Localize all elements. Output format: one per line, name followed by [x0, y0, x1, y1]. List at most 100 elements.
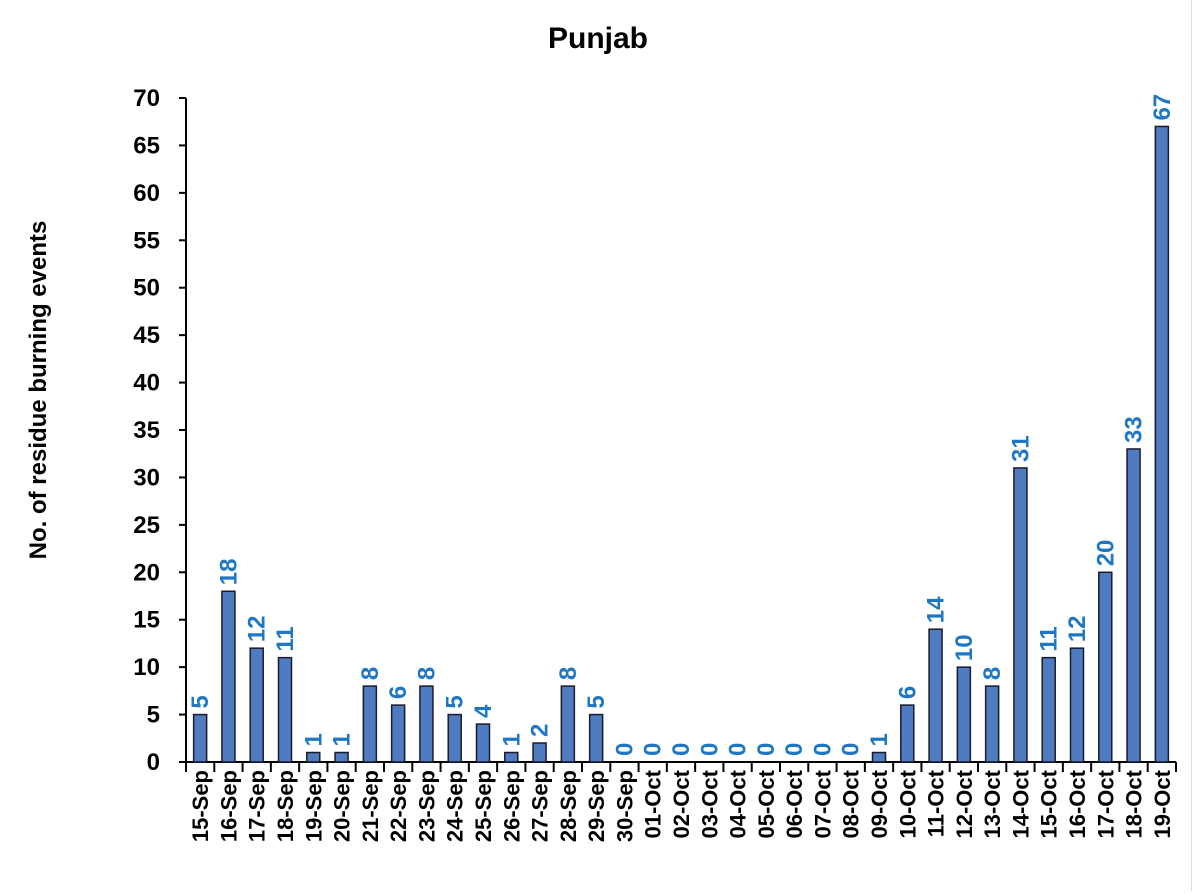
- y-tick-label: 45: [133, 322, 160, 349]
- y-tick-label: 60: [133, 180, 160, 207]
- y-tick-label: 15: [133, 607, 160, 634]
- data-label: 8: [555, 667, 582, 680]
- y-tick-label: 35: [133, 417, 160, 444]
- y-tick-label: 20: [133, 559, 160, 586]
- x-tick-label: 15-Oct: [1037, 769, 1062, 838]
- y-tick-label: 5: [147, 702, 160, 729]
- x-tick-label: 17-Oct: [1093, 769, 1118, 838]
- data-label: 1: [300, 733, 327, 746]
- x-tick-label: 25-Sep: [471, 770, 496, 842]
- bar: [306, 751, 321, 763]
- data-label: 1: [329, 733, 356, 746]
- bar: [221, 590, 236, 763]
- data-label: 14: [923, 596, 950, 623]
- x-tick-label: 12-Oct: [952, 769, 977, 838]
- y-tick-label: 40: [133, 370, 160, 397]
- data-label: 0: [668, 743, 695, 756]
- bar: [277, 656, 293, 763]
- bar: [1098, 571, 1113, 763]
- x-tick-label: 14-Oct: [1008, 769, 1033, 838]
- bar: [504, 751, 519, 763]
- bar: [928, 628, 943, 763]
- x-axis: 15-Sep 16-Sep 17-Sep 18-Sep 19-Sep 20-Sep 21-S…: [185, 761, 1177, 842]
- data-label: 2: [527, 724, 554, 737]
- x-tick-label: 13-Oct: [980, 769, 1005, 838]
- x-tick-label: 10-Oct: [895, 769, 920, 838]
- x-tick-label: 05-Oct: [754, 769, 779, 838]
- data-label: 18: [215, 559, 242, 586]
- bar: [334, 751, 349, 763]
- y-axis-label: No. of residue burning events: [25, 221, 52, 560]
- y-tick-label: 55: [133, 227, 160, 254]
- bar: [1069, 647, 1085, 763]
- bar: [984, 685, 1000, 763]
- bar: [532, 742, 547, 763]
- y-tick-label: 10: [133, 654, 160, 681]
- x-tick-label: 15-Sep: [188, 770, 213, 842]
- y-tick-label: 70: [133, 85, 160, 112]
- data-label: 8: [413, 667, 440, 680]
- x-tick-label: 22-Sep: [386, 770, 411, 842]
- data-label: 1: [866, 733, 893, 746]
- data-label: 0: [611, 743, 638, 756]
- x-tick-label: 17-Sep: [245, 770, 270, 842]
- bar: [362, 685, 378, 763]
- data-label: 0: [838, 743, 865, 756]
- bar: [192, 713, 208, 763]
- y-tick-label: 0: [147, 749, 160, 776]
- data-label: 33: [1121, 416, 1148, 443]
- y-tick-label: 25: [133, 512, 160, 539]
- x-tick-label: 08-Oct: [839, 769, 864, 838]
- frame-border: [1191, 0, 1192, 891]
- data-label: 5: [583, 695, 610, 708]
- data-label: 0: [809, 743, 836, 756]
- x-tick-label: 19-Oct: [1150, 769, 1175, 838]
- data-label: 8: [979, 667, 1006, 680]
- data-label: 31: [1007, 435, 1034, 462]
- x-tick-label: 11-Oct: [924, 769, 949, 837]
- bar: [956, 666, 972, 763]
- bar: [871, 751, 887, 763]
- bar: [475, 723, 491, 763]
- data-label: 0: [696, 743, 723, 756]
- data-label: 6: [385, 686, 412, 699]
- bar: [447, 713, 462, 763]
- data-label: 8: [357, 667, 384, 680]
- bar: [560, 685, 576, 763]
- x-tick-label: 27-Sep: [528, 770, 553, 842]
- x-tick-label: 03-Oct: [697, 769, 722, 838]
- x-tick-label: 06-Oct: [782, 769, 807, 838]
- bar: [1041, 656, 1056, 763]
- x-tick-label: 23-Sep: [414, 770, 439, 842]
- data-label: 6: [894, 686, 921, 699]
- bar: [390, 704, 406, 763]
- data-label: 0: [725, 743, 752, 756]
- data-label: 5: [442, 695, 469, 708]
- bar: [1154, 125, 1170, 763]
- y-tick-label: 50: [133, 275, 160, 302]
- x-tick-label: 21-Sep: [358, 770, 383, 842]
- x-tick-label: 16-Oct: [1065, 769, 1090, 838]
- x-tick-label: 29-Sep: [584, 770, 609, 842]
- data-label: 0: [640, 743, 667, 756]
- bar: [588, 713, 604, 763]
- bar: [419, 685, 434, 763]
- data-label: 11: [1036, 626, 1063, 651]
- x-tick-label: 19-Sep: [301, 770, 326, 842]
- x-tick-label: 18-Oct: [1122, 769, 1147, 838]
- data-label: 1: [498, 733, 525, 746]
- x-tick-label: 04-Oct: [726, 769, 751, 838]
- data-label: 20: [1092, 540, 1119, 567]
- y-axis: 0 5 10 15 20 25 30 35 40 45 50 55 60 65 70: [133, 85, 187, 776]
- x-tick-label: 26-Sep: [499, 770, 524, 842]
- data-label: 12: [244, 615, 271, 642]
- x-tick-label: 30-Sep: [612, 770, 637, 842]
- data-label: 0: [753, 743, 780, 756]
- data-label: 0: [781, 743, 808, 756]
- x-tick-label: 01-Oct: [641, 769, 666, 838]
- data-label: 11: [272, 626, 299, 651]
- bar: [249, 647, 264, 763]
- y-tick-label: 30: [133, 464, 160, 491]
- x-tick-label: 20-Sep: [330, 770, 355, 842]
